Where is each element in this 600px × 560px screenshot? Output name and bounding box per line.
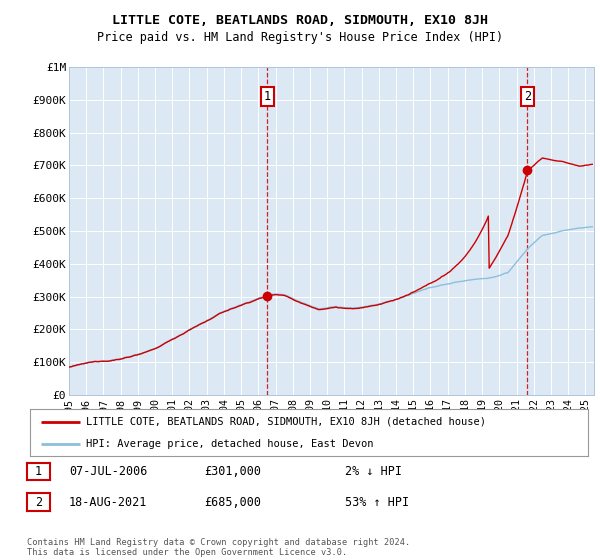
Text: 2: 2	[524, 90, 531, 103]
Text: £685,000: £685,000	[204, 496, 261, 509]
Text: Price paid vs. HM Land Registry's House Price Index (HPI): Price paid vs. HM Land Registry's House …	[97, 31, 503, 44]
Text: 1: 1	[35, 465, 42, 478]
Text: 2% ↓ HPI: 2% ↓ HPI	[345, 465, 402, 478]
Text: 53% ↑ HPI: 53% ↑ HPI	[345, 496, 409, 509]
Text: 18-AUG-2021: 18-AUG-2021	[69, 496, 148, 509]
Text: 2: 2	[35, 496, 42, 509]
Text: LITTLE COTE, BEATLANDS ROAD, SIDMOUTH, EX10 8JH (detached house): LITTLE COTE, BEATLANDS ROAD, SIDMOUTH, E…	[86, 417, 486, 427]
Text: LITTLE COTE, BEATLANDS ROAD, SIDMOUTH, EX10 8JH: LITTLE COTE, BEATLANDS ROAD, SIDMOUTH, E…	[112, 14, 488, 27]
Text: £301,000: £301,000	[204, 465, 261, 478]
Text: HPI: Average price, detached house, East Devon: HPI: Average price, detached house, East…	[86, 438, 373, 449]
Text: Contains HM Land Registry data © Crown copyright and database right 2024.
This d: Contains HM Land Registry data © Crown c…	[27, 538, 410, 557]
Text: 1: 1	[264, 90, 271, 103]
Text: 07-JUL-2006: 07-JUL-2006	[69, 465, 148, 478]
